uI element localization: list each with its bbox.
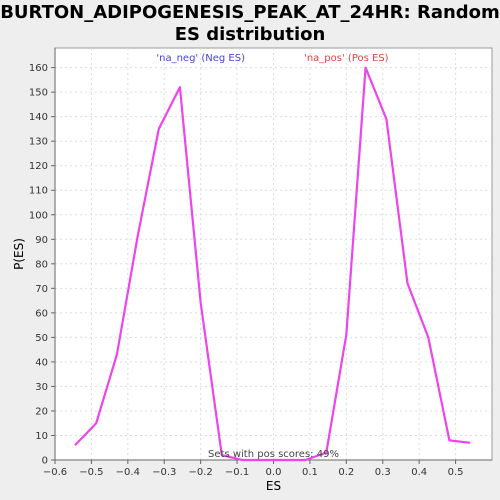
y-tick-label: 60 [35,308,48,319]
series-layer [74,66,471,462]
es-distribution-line [74,66,471,462]
y-tick-label: 40 [35,357,48,368]
x-axis-ticks: −0.6 −0.5 −0.4 −0.3 −0.2 −0.1 0.0 0.1 0.2 0.3 0.4 0… [43,460,464,478]
x-tick-label: −0.5 [79,467,103,478]
x-tick-label: 0.4 [411,467,427,478]
y-tick-label: 130 [29,137,48,148]
y-tick-label: 120 [29,161,48,172]
neg-es-annotation: 'na_neg' (Neg ES) [156,53,245,64]
x-tick-label: −0.2 [189,467,213,478]
y-tick-label: 90 [35,235,48,246]
y-tick-label: 80 [35,259,48,270]
y-tick-label: 160 [29,63,48,74]
y-tick-label: 150 [29,88,48,99]
y-axis-ticks: 0 10 20 30 40 50 60 70 80 90 100 110 120 130 140 150 160 [29,63,55,467]
y-tick-label: 50 [35,333,48,344]
y-tick-label: 20 [35,406,48,417]
x-tick-label: 0.2 [338,467,354,478]
y-tick-label: 30 [35,382,48,393]
x-axis-label: ES [266,479,281,493]
y-tick-label: 110 [29,186,48,197]
sets-pos-scores-annotation: Sets with pos scores: 49% [208,449,339,460]
x-tick-label: −0.3 [152,467,176,478]
pos-es-annotation: 'na_pos' (Pos ES) [304,53,389,64]
chart-title: BURTON_ADIPOGENESIS_PEAK_AT_24HR: Random… [0,2,500,45]
x-tick-label: 0.1 [302,467,318,478]
y-tick-label: 0 [42,456,48,467]
y-tick-label: 10 [35,431,48,442]
y-tick-label: 70 [35,284,48,295]
x-tick-label: −0.4 [116,467,140,478]
x-tick-label: −0.1 [225,467,249,478]
x-tick-label: 0.5 [448,467,464,478]
y-tick-label: 140 [29,112,48,123]
x-tick-label: 0.3 [375,467,391,478]
y-tick-label: 100 [29,210,48,221]
x-tick-label: −0.6 [43,467,67,478]
y-axis-label: P(ES) [12,238,26,270]
x-tick-label: 0.0 [266,467,282,478]
